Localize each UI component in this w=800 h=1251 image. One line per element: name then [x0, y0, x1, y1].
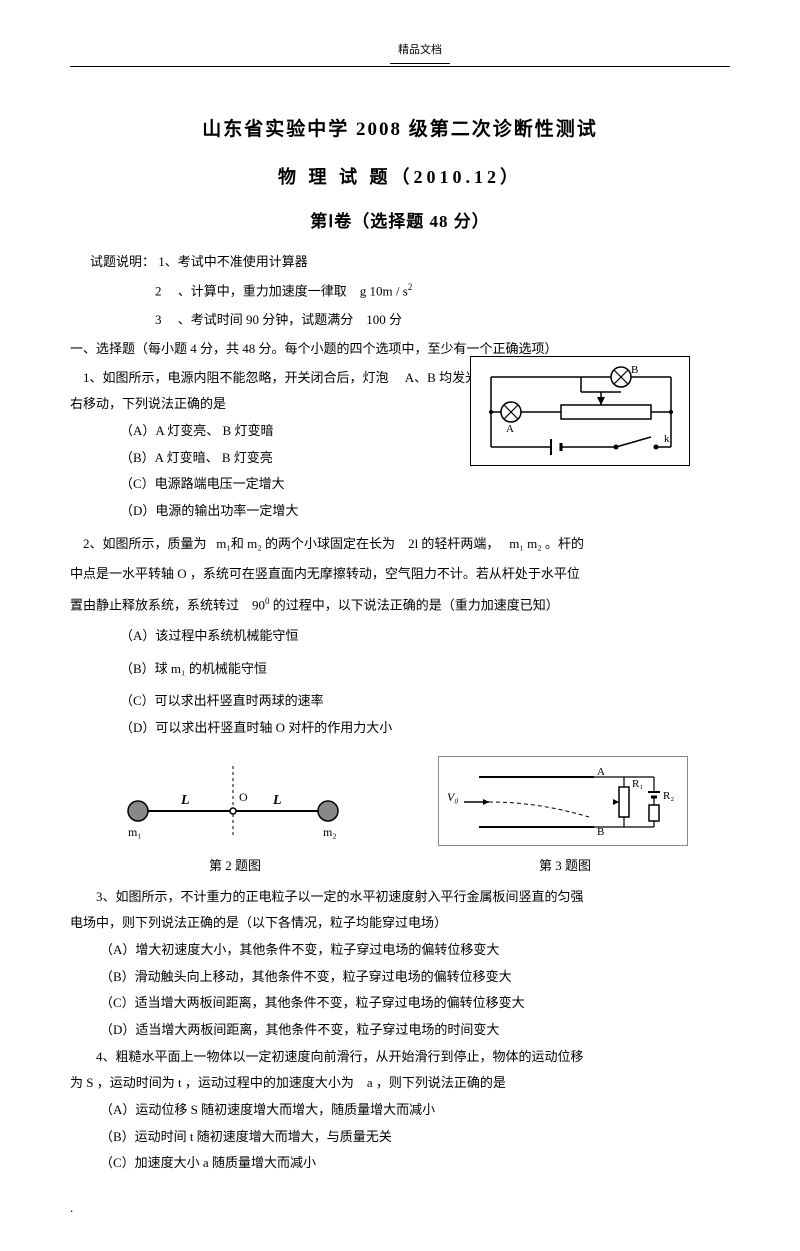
circuit-svg: k A B	[471, 357, 691, 467]
plates-svg: A B V₀ R₁ R₂	[439, 757, 689, 847]
svg-text:L: L	[180, 793, 190, 808]
rod-svg: O m₁ m₂ L L	[113, 756, 353, 846]
instr3-num: 3	[155, 312, 162, 327]
q3-option-c: （C）适当增大两板间距离，其他条件不变，粒子穿过电场的偏转位移变大	[100, 991, 730, 1016]
q4-s2b: a ，则下列说法正确的是	[367, 1075, 506, 1090]
title-main: 山东省实验中学 2008 级第二次诊断性测试	[70, 112, 730, 148]
figure-3-plates: A B V₀ R₁ R₂	[438, 756, 688, 846]
q4-stem-line2: 为 S ，运动时间为 t ，运动过程中的加速度大小为 a ，则下列说法正确的是	[70, 1071, 730, 1096]
question-1: 1、如图所示，电源内阻不能忽略，开关闭合后，灯泡 A、B 均发光。现将滑动触头向…	[70, 366, 730, 524]
svg-text:k: k	[664, 433, 670, 445]
q4-s2a: 为 S ，运动时间为 t ，运动过程中的加速度大小为	[70, 1075, 354, 1090]
q1-option-a: （A）A 灯变亮、 B 灯变暗	[120, 419, 370, 444]
instr2-text: 、计算中，重力加速度一律取	[178, 283, 347, 298]
q2-s3b: 90	[252, 597, 265, 612]
title-part: 第Ⅰ卷（选择题 48 分）	[70, 206, 730, 238]
q2-s1a: 2、如图所示，质量为	[83, 536, 207, 551]
q4-stem-line1: 4、粗糙水平面上一物体以一定初速度向前滑行，从开始滑行到停止，物体的运动位移	[70, 1045, 730, 1070]
q2-s3d: 的过程中，以下说法正确的是（重力加速度已知）	[273, 597, 559, 612]
svg-text:m₁: m₁	[128, 825, 142, 839]
instr2-sup: 2	[408, 282, 413, 292]
svg-text:R₁: R₁	[632, 778, 643, 790]
q2-option-d: （D）可以求出杆竖直时轴 O 对杆的作用力大小	[120, 716, 730, 741]
instruction-1: 试题说明： 1、考试中不准使用计算器	[90, 250, 730, 275]
q2-option-c: （C）可以求出杆竖直时两球的速率	[120, 689, 730, 714]
title-sub: 物 理 试 题（2010.12）	[70, 160, 730, 194]
q1-stem1: 1、如图所示，电源内阻不能忽略，开关闭合后，灯泡	[83, 370, 389, 385]
svg-text:V₀: V₀	[447, 790, 459, 804]
instruction-2: 2 、计算中，重力加速度一律取 g 10m / s2	[155, 279, 730, 304]
svg-text:m₂: m₂	[323, 825, 337, 839]
q2-option-a: （A）该过程中系统机械能守恒	[120, 624, 730, 649]
q3-option-d: （D）适当增大两板间距离，其他条件不变，粒子穿过电场的时间变大	[100, 1018, 730, 1043]
q2-s1d: m₁ m₂ 。杆的	[509, 536, 584, 551]
instr2-formula: g 10m / s	[360, 283, 408, 298]
q3-option-a: （A）增大初速度大小，其他条件不变，粒子穿过电场的偏转位移变大	[100, 938, 730, 963]
page-footer-dot: .	[70, 1196, 730, 1221]
svg-text:B: B	[597, 826, 604, 838]
q2-stem-line1: 2、如图所示，质量为 m₁和 m₂ 的两个小球固定在长为 2l 的轻杆两端， m…	[70, 532, 730, 557]
q3-option-b: （B）滑动触头向上移动，其他条件不变，粒子穿过电场的偏转位移变大	[100, 965, 730, 990]
svg-text:O: O	[239, 790, 248, 804]
figure-1-circuit: k A B	[470, 356, 690, 466]
q4-option-b: （B）运动时间 t 随初速度增大而增大，与质量无关	[100, 1125, 730, 1150]
figure-2-rod: O m₁ m₂ L L	[113, 756, 353, 846]
instruction-3: 3 、考试时间 90 分钟，试题满分 100 分	[155, 308, 730, 333]
q1-option-d: （D）电源的输出功率一定增大	[120, 499, 370, 524]
caption-row: 第 2 题图 第 3 题图	[70, 854, 730, 879]
q4-option-a: （A）运动位移 S 随初速度增大而增大，随质量增大而减小	[100, 1098, 730, 1123]
instr3-text: 、考试时间 90 分钟，试题满分	[178, 312, 354, 327]
instr3-score: 100 分	[366, 312, 402, 327]
q4-option-c: （C）加速度大小 a 随质量增大而减小	[100, 1151, 730, 1176]
instr2-num: 2	[155, 283, 162, 298]
q2-s3a: 置由静止释放系统，系统转过	[70, 597, 239, 612]
svg-text:B: B	[631, 364, 638, 376]
q3-stem-line1: 3、如图所示，不计重力的正电粒子以一定的水平初速度射入平行金属板间竖直的匀强	[70, 885, 730, 910]
figure-row: O m₁ m₂ L L A B V₀	[70, 756, 730, 846]
svg-text:A: A	[597, 766, 605, 778]
header-rule	[70, 66, 730, 67]
q2-stem-line2: 中点是一水平转轴 O ，系统可在竖直面内无摩擦转动，空气阻力不计。若从杆处于水平…	[70, 562, 730, 587]
caption-fig3: 第 3 题图	[539, 854, 591, 879]
q2-option-b: （B）球 m₁ 的机械能守恒	[120, 657, 730, 682]
q1-option-b: （B）A 灯变暗、 B 灯变亮	[120, 446, 370, 471]
svg-text:A: A	[506, 423, 514, 435]
header-watermark: 精品文档	[390, 40, 450, 64]
svg-text:R₂: R₂	[663, 790, 674, 802]
q1-option-c: （C）电源路端电压一定增大	[120, 472, 370, 497]
q2-s3c: 0	[265, 596, 270, 606]
caption-fig2: 第 2 题图	[209, 854, 261, 879]
q2-s1c: 2l 的轻杆两端，	[408, 536, 499, 551]
q2-s1b: m₁和 m₂ 的两个小球固定在长为	[216, 536, 395, 551]
q3-stem-line2: 电场中，则下列说法正确的是（以下各情况，粒子均能穿过电场）	[70, 911, 730, 936]
q2-stem-line3: 置由静止释放系统，系统转过 900 的过程中，以下说法正确的是（重力加速度已知）	[70, 593, 730, 618]
svg-text:L: L	[272, 793, 282, 808]
